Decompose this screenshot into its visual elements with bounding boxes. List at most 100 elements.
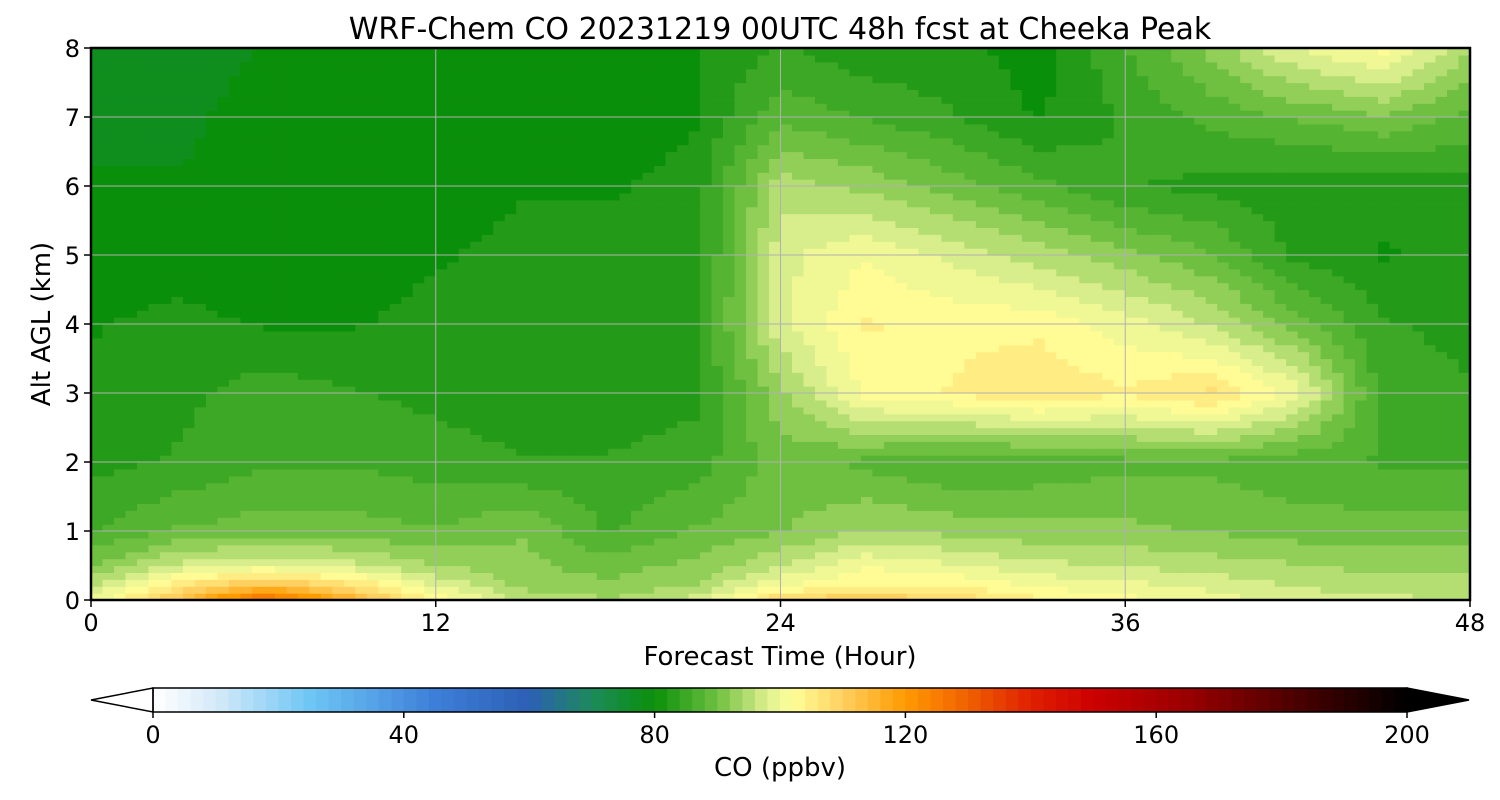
contour-cell — [883, 448, 897, 456]
contour-cell — [734, 358, 747, 366]
contour-cell — [791, 324, 805, 332]
contour-cell — [286, 572, 299, 580]
contour-cell — [849, 358, 862, 366]
contour-cell — [217, 386, 230, 394]
contour-cell — [688, 462, 701, 470]
contour-cell — [228, 317, 241, 325]
contour-cell — [1458, 586, 1470, 594]
contour-cell — [723, 351, 736, 360]
contour-cell — [562, 406, 575, 415]
contour-cell — [1182, 524, 1195, 532]
contour-cell — [688, 496, 701, 504]
contour-cell — [493, 317, 506, 325]
contour-cell — [895, 358, 908, 366]
contour-cell — [757, 317, 770, 325]
contour-cell — [378, 586, 391, 594]
contour-cell — [677, 482, 690, 491]
contour-cell — [1332, 503, 1345, 511]
contour-cell — [458, 551, 471, 560]
contour-cell — [1125, 531, 1138, 539]
contour-cell — [182, 572, 196, 580]
contour-cell — [378, 551, 391, 560]
contour-cell — [1435, 489, 1448, 498]
contour-cell — [205, 558, 219, 567]
contour-cell — [952, 475, 965, 484]
contour-cell — [952, 420, 965, 429]
contour-cell — [987, 386, 1000, 394]
contour-cell — [1401, 324, 1414, 332]
contour-cell — [573, 489, 586, 498]
contour-cell — [654, 537, 667, 546]
contour-cell — [1044, 372, 1057, 380]
contour-cell — [228, 586, 241, 594]
contour-cell — [1171, 524, 1184, 532]
contour-cell — [493, 510, 506, 518]
contour-cell — [757, 420, 770, 429]
contour-cell — [711, 503, 724, 511]
contour-cell — [688, 441, 701, 449]
contour-cell — [1412, 524, 1425, 532]
contour-cell — [1332, 475, 1345, 484]
contour-cell — [205, 427, 219, 435]
contour-cell — [1332, 413, 1345, 422]
contour-cell — [596, 324, 609, 332]
contour-cell — [1389, 413, 1402, 422]
contour-cell — [1424, 468, 1437, 477]
contour-cell — [274, 337, 287, 346]
contour-cell — [1355, 420, 1368, 429]
contour-cell — [136, 517, 150, 525]
contour-cell — [596, 510, 609, 518]
contour-cell — [1079, 448, 1092, 456]
contour-cell — [1125, 420, 1138, 429]
contour-cell — [1021, 489, 1034, 498]
contour-cell — [562, 372, 575, 380]
contour-cell — [665, 503, 678, 511]
contour-cell — [401, 406, 414, 415]
contour-cell — [424, 503, 437, 511]
contour-cell — [677, 365, 690, 373]
contour-cell — [286, 462, 299, 470]
contour-cell — [1228, 558, 1241, 567]
contour-cell — [860, 551, 874, 560]
contour-cell — [1251, 351, 1264, 360]
contour-cell — [148, 386, 161, 394]
contour-cell — [159, 537, 173, 546]
contour-cell — [1067, 455, 1080, 463]
contour-cell — [470, 317, 483, 325]
contour-cell — [608, 489, 621, 498]
contour-cell — [1182, 565, 1195, 573]
contour-cell — [297, 544, 310, 553]
contour-cell — [389, 393, 402, 401]
contour-cell — [516, 399, 529, 408]
contour-cell — [1389, 462, 1402, 470]
contour-cell — [504, 434, 517, 442]
contour-cell — [550, 317, 563, 325]
contour-cell — [1090, 406, 1103, 415]
contour-cell — [171, 531, 184, 539]
contour-cell — [929, 399, 942, 408]
contour-cell — [746, 379, 759, 387]
contour-cell — [1125, 413, 1138, 422]
contour-cell — [1217, 324, 1230, 332]
contour-cell — [631, 399, 644, 408]
contour-cell — [1263, 517, 1276, 525]
contour-cell — [769, 372, 782, 380]
contour-cell — [320, 434, 333, 442]
contour-cell — [1067, 544, 1080, 553]
contour-cell — [998, 420, 1011, 429]
contour-cell — [1401, 489, 1414, 498]
contour-cell — [941, 317, 954, 325]
contour-cell — [1412, 317, 1425, 325]
contour-cell — [608, 517, 621, 525]
contour-cell — [389, 420, 402, 429]
contour-cell — [1458, 413, 1470, 422]
contour-cell — [1240, 386, 1253, 394]
contour-cell — [723, 572, 736, 580]
contour-cell — [1056, 496, 1069, 504]
contour-cell — [1102, 524, 1115, 532]
contour-cell — [217, 572, 230, 580]
contour-cell — [1171, 482, 1184, 491]
contour-cell — [596, 455, 609, 463]
contour-cell — [194, 337, 207, 346]
contour-cell — [895, 537, 908, 546]
